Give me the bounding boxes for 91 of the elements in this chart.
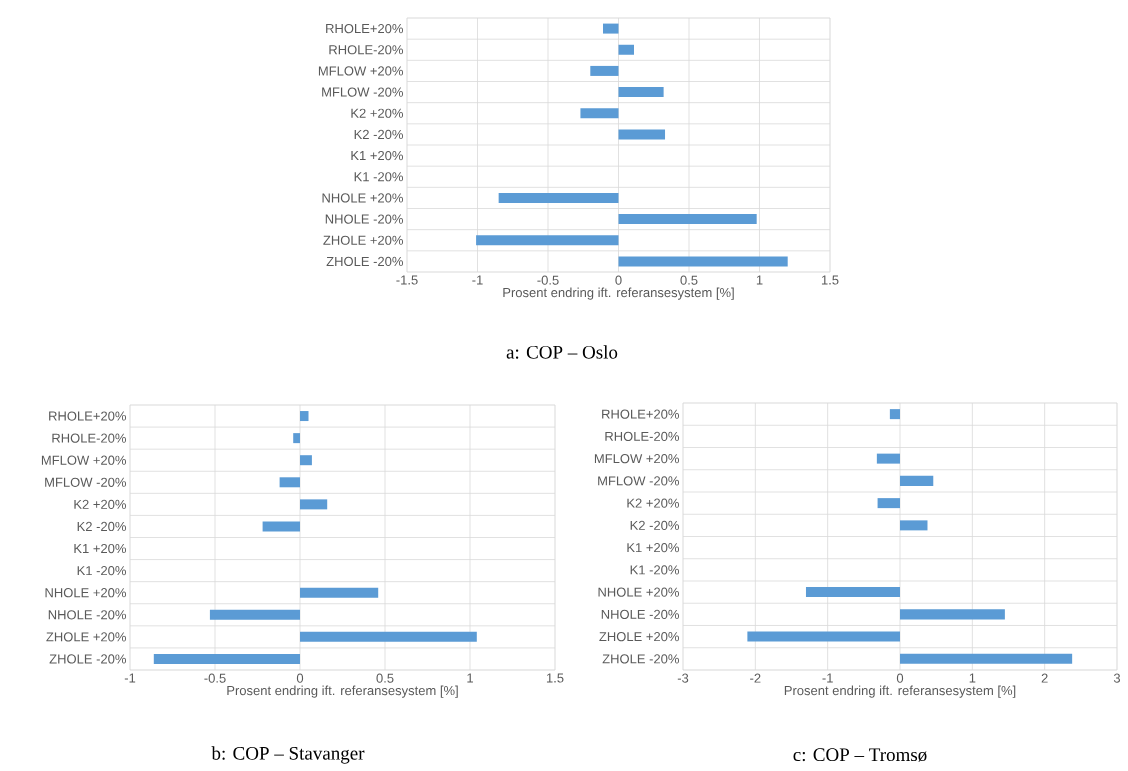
bar <box>747 631 900 642</box>
y-tick-label: ZHOLE -20% <box>49 654 126 664</box>
x-tick-label: 2 <box>1041 673 1048 683</box>
x-axis-title: Prosent endring ift. referansesystem [%] <box>227 685 458 698</box>
y-tick-label: K2 +20% <box>351 108 403 118</box>
x-tick-label: 3 <box>1113 673 1121 683</box>
y-tick-label: K2 -20% <box>354 129 403 140</box>
y-tick-label: ZHOLE +20% <box>46 632 126 642</box>
x-tick-label: 0.5 <box>680 275 698 285</box>
x-tick-label: 1 <box>969 673 976 683</box>
bar <box>300 587 379 598</box>
y-tick-label: NHOLE +20% <box>45 588 126 598</box>
x-tick-label: -1 <box>124 673 136 683</box>
x-axis-title: Prosent endring ift. referansesystem [%] <box>503 287 734 300</box>
y-tick-label: K2 -20% <box>77 521 126 532</box>
y-tick-label: ZHOLE +20% <box>599 632 679 642</box>
bar <box>876 453 900 464</box>
bar <box>300 499 328 510</box>
y-tick-label: NHOLE +20% <box>598 587 679 597</box>
text: a: COP – Oslo <box>506 345 618 359</box>
bar <box>805 587 900 598</box>
bar <box>300 455 312 466</box>
x-tick-label: 0 <box>296 673 304 683</box>
bar <box>889 409 900 420</box>
x-tick-label: 0 <box>896 673 904 683</box>
bar <box>900 609 1005 620</box>
bar <box>498 192 619 203</box>
x-tick-label: -0.5 <box>537 275 559 285</box>
y-tick-label: MFLOW -20% <box>598 476 679 486</box>
y-tick-label: ZHOLE -20% <box>602 654 679 664</box>
y-tick-label: MFLOW -20% <box>45 477 127 487</box>
bar <box>279 477 301 488</box>
bar <box>300 411 309 422</box>
text: b: COP – Stavanger <box>211 746 365 764</box>
x-tick-label: -2 <box>750 673 761 683</box>
bar <box>877 498 900 509</box>
y-tick-label: K2 +20% <box>627 498 679 508</box>
y-tick-label: RHOLE+20% <box>602 409 680 419</box>
text: c: COP – Tromsø <box>793 748 927 762</box>
bar <box>618 256 788 267</box>
bar <box>618 129 666 140</box>
x-tick-label: 0.5 <box>376 673 394 683</box>
y-tick-label: RHOLE+20% <box>326 23 404 34</box>
bar <box>900 475 934 486</box>
bar <box>590 65 619 76</box>
x-axis-title: Prosent endring ift. referansesystem [%] <box>784 685 1016 698</box>
y-tick-label: NHOLE -20% <box>325 214 403 224</box>
y-tick-label: ZHOLE +20% <box>323 235 403 245</box>
bar <box>602 23 619 34</box>
y-tick-label: K1 +20% <box>351 150 403 161</box>
x-tick-label: -1 <box>822 673 833 683</box>
bar <box>618 214 757 225</box>
y-tick-label: ZHOLE -20% <box>326 256 403 267</box>
y-tick-label: K1 +20% <box>74 543 126 554</box>
y-tick-label: MFLOW +20% <box>41 455 127 465</box>
y-tick-label: RHOLE+20% <box>49 411 127 421</box>
bar <box>476 235 619 246</box>
y-tick-label: MFLOW +20% <box>594 454 679 464</box>
x-tick-label: -3 <box>677 673 689 683</box>
y-tick-label: K1 -20% <box>354 172 403 182</box>
bar <box>900 520 928 531</box>
x-tick-label: 1.5 <box>546 673 564 683</box>
y-tick-label: RHOLE-20% <box>329 45 404 55</box>
bar <box>153 653 301 664</box>
x-tick-label: 0 <box>615 275 622 285</box>
y-tick-label: MFLOW +20% <box>318 66 403 76</box>
bar <box>209 609 301 620</box>
x-tick-label: 1.5 <box>821 275 839 285</box>
bar <box>618 44 635 55</box>
y-tick-label: RHOLE-20% <box>52 433 127 443</box>
x-tick-label: -1 <box>472 275 483 285</box>
bar <box>580 108 619 119</box>
y-tick-label: K1 -20% <box>630 565 679 575</box>
y-tick-label: RHOLE-20% <box>605 431 680 441</box>
bar <box>900 653 1073 664</box>
bar <box>293 433 301 444</box>
bar <box>262 521 301 532</box>
y-tick-label: K2 +20% <box>74 499 126 509</box>
x-tick-label: -0.5 <box>204 673 226 683</box>
y-tick-label: MFLOW -20% <box>322 87 403 97</box>
y-tick-label: NHOLE -20% <box>48 610 126 620</box>
y-tick-label: NHOLE -20% <box>601 609 679 619</box>
y-tick-label: NHOLE +20% <box>322 193 403 203</box>
x-tick-label: 1 <box>756 275 763 285</box>
y-tick-label: K1 -20% <box>77 566 126 576</box>
y-tick-label: K1 +20% <box>627 543 679 553</box>
bar <box>618 87 664 98</box>
y-tick-label: K2 -20% <box>630 520 679 530</box>
x-tick-label: 1 <box>467 673 473 683</box>
x-tick-label: -1.5 <box>396 275 418 285</box>
bar <box>300 631 477 642</box>
